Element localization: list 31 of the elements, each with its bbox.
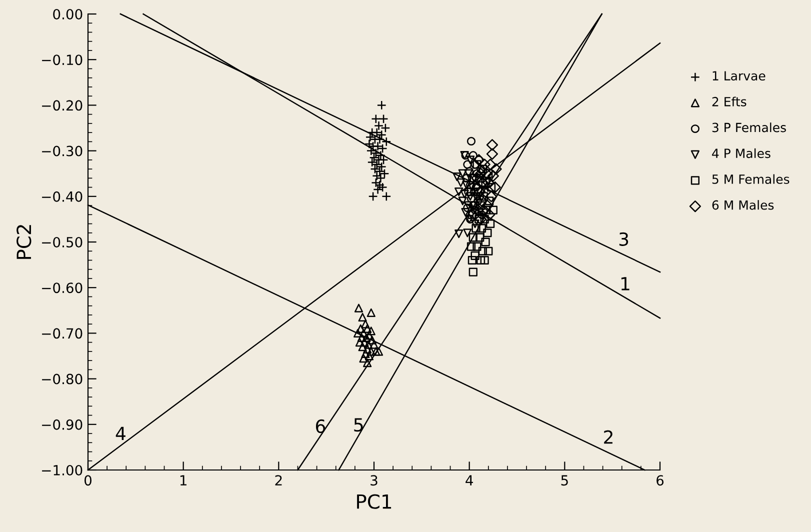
series-label: 3 xyxy=(619,232,628,246)
y-tick-label: −0.40 xyxy=(42,191,82,202)
y-tick-label: −0.10 xyxy=(42,54,82,66)
y-tick-label: −0.80 xyxy=(42,374,82,384)
x-tick-label: 6 xyxy=(656,475,664,486)
x-tick-label: 5 xyxy=(561,475,568,486)
x-tick-label: 4 xyxy=(466,475,473,486)
x-tick-label: 0 xyxy=(84,475,92,486)
x-tick-label: 1 xyxy=(180,475,186,486)
y-tick-label: 0.00 xyxy=(53,8,82,20)
series-label: 4 xyxy=(116,426,126,440)
legend-label: 6 M Males xyxy=(712,200,774,210)
y-axis-title: PC2 xyxy=(16,225,32,259)
legend-label: 3 P Females xyxy=(712,122,786,132)
y-tick-label: −0.70 xyxy=(42,328,82,339)
y-tick-label: −0.90 xyxy=(42,419,82,430)
y-tick-label: −0.60 xyxy=(42,282,82,294)
y-tick-label: −0.30 xyxy=(42,146,82,156)
legend-label: 1 Larvae xyxy=(712,71,766,81)
y-tick-label: −0.20 xyxy=(42,100,82,111)
legend-label: 4 P Males xyxy=(712,148,770,158)
legend-label: 5 M Females xyxy=(712,174,790,184)
series-label: 5 xyxy=(354,418,363,432)
x-tick-label: 2 xyxy=(275,475,282,486)
y-tick-label: −0.50 xyxy=(42,236,82,248)
legend-label: 2 Efts xyxy=(712,96,746,106)
x-tick-label: 3 xyxy=(370,475,378,486)
y-tick-label: −1.00 xyxy=(42,464,82,476)
x-axis-title: PC1 xyxy=(357,494,392,509)
series-label: 1 xyxy=(621,277,630,290)
series-label: 2 xyxy=(604,430,612,444)
